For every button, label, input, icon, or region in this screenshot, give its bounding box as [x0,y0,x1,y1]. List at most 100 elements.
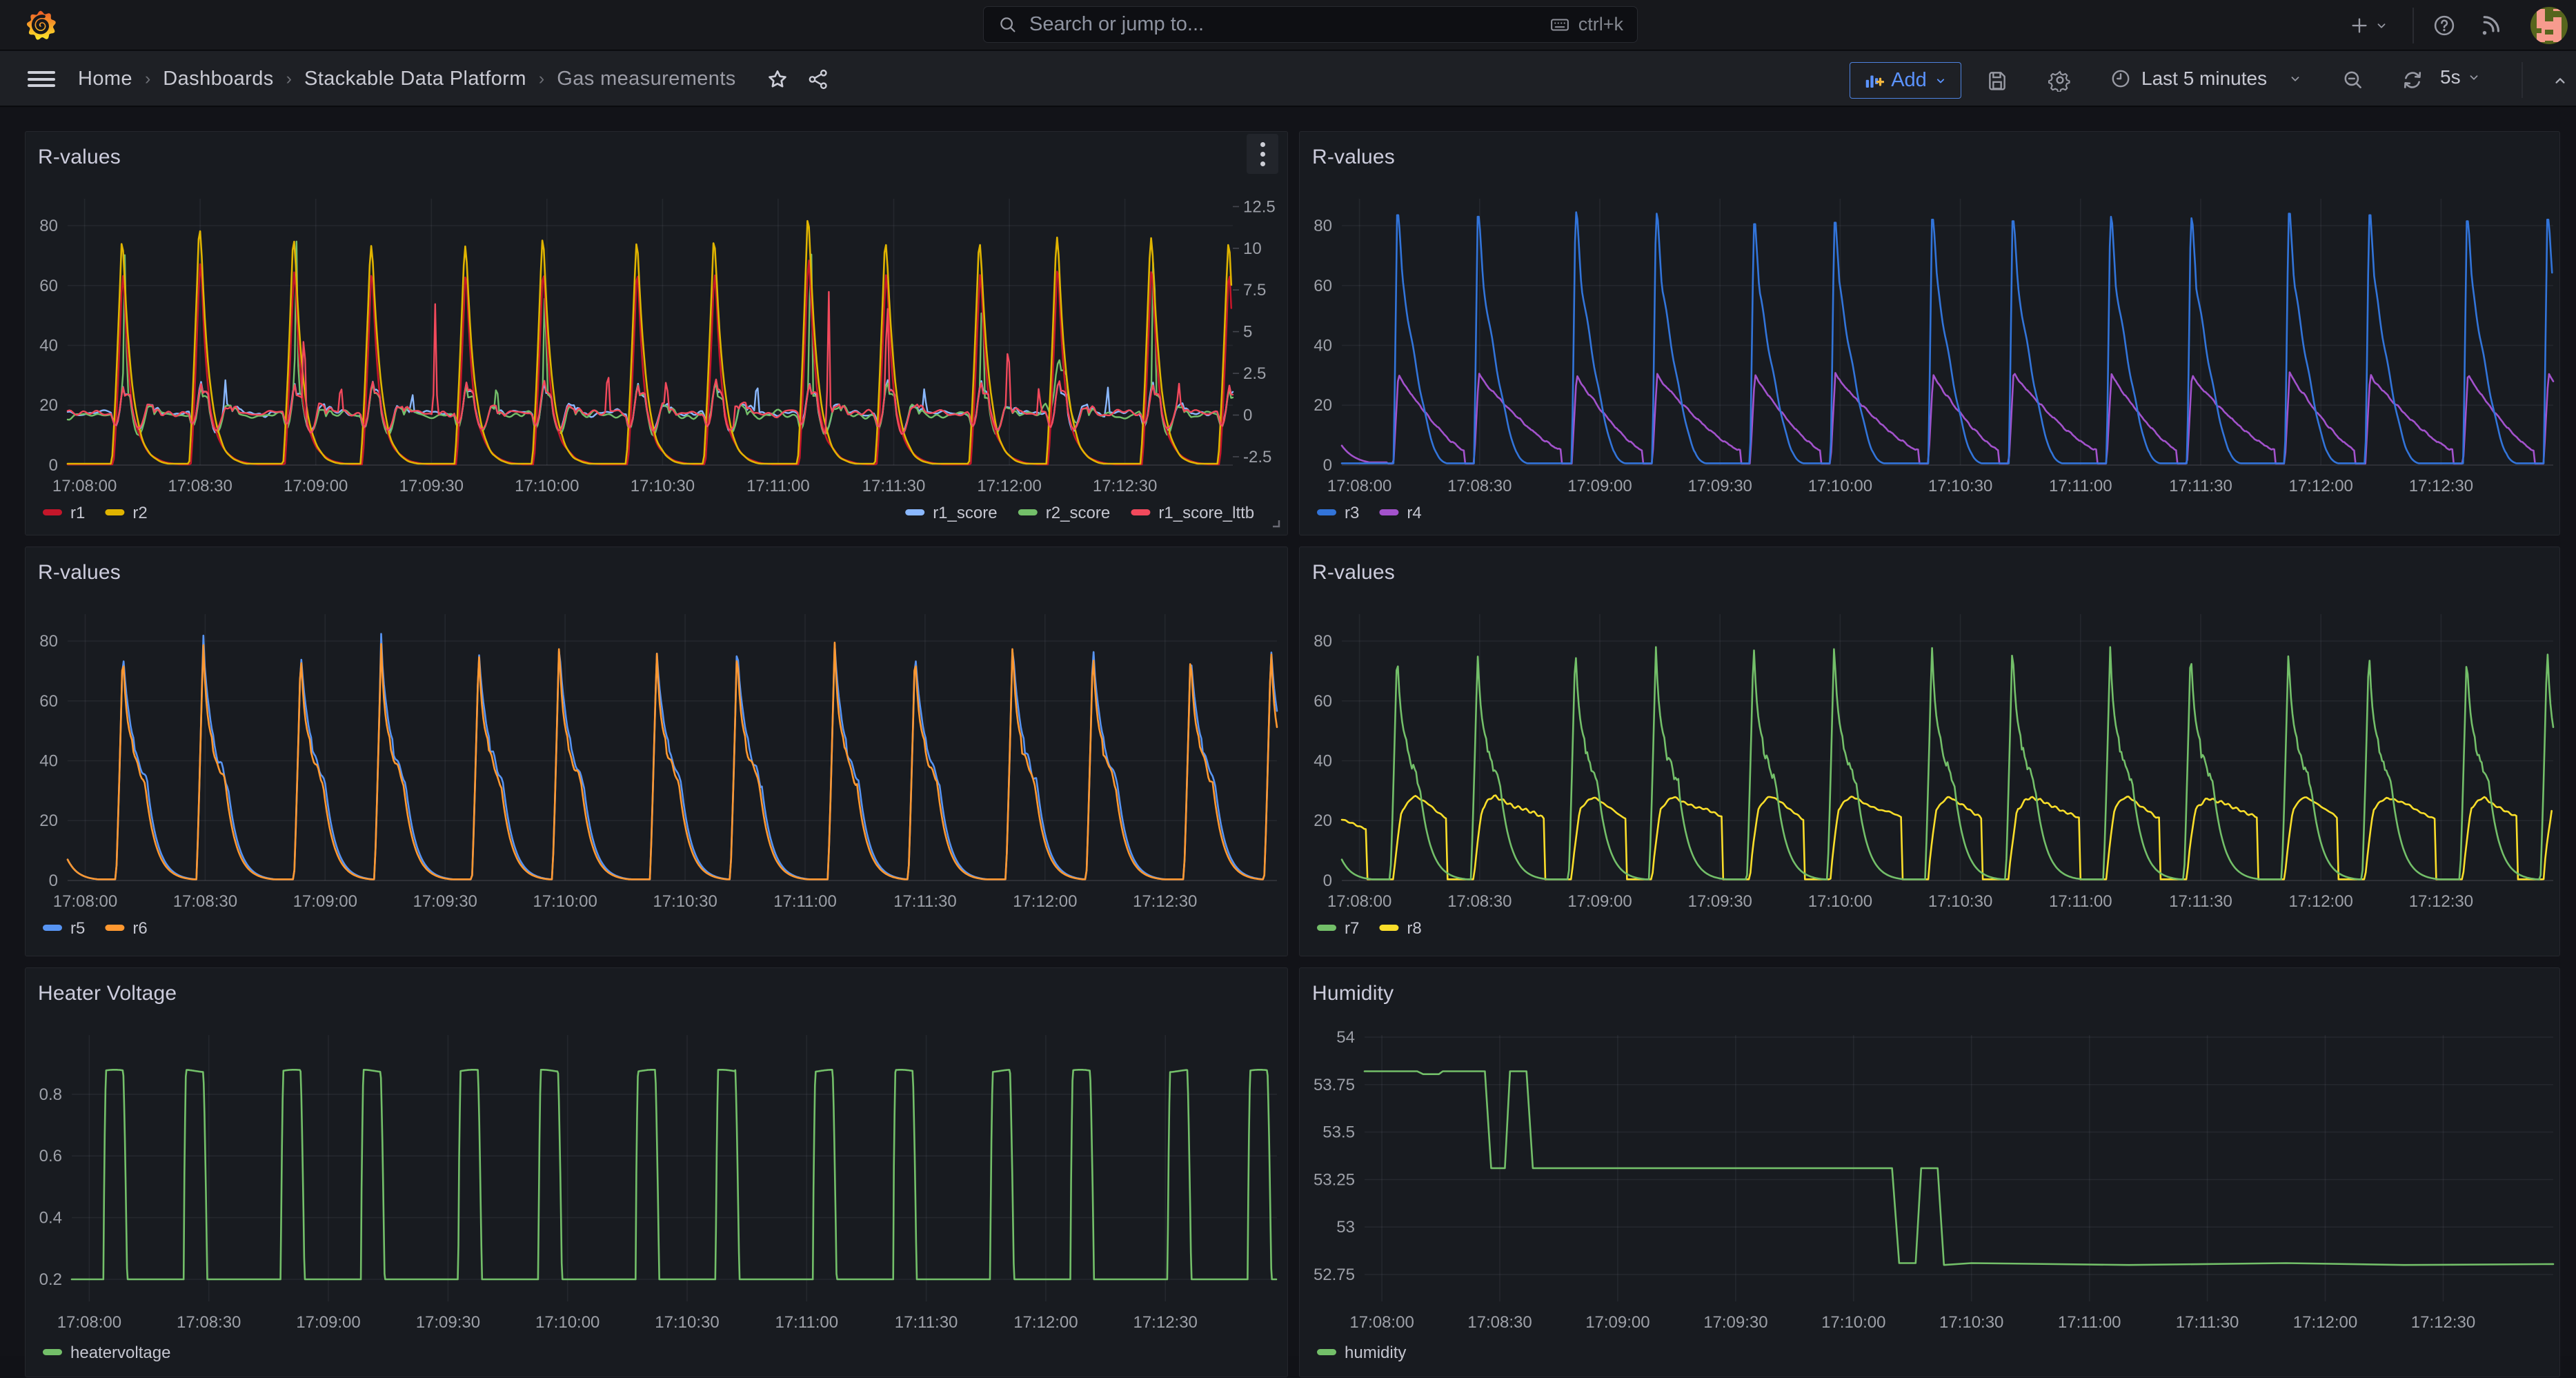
svg-text:17:09:00: 17:09:00 [1567,477,1632,495]
svg-text:17:10:00: 17:10:00 [535,1313,600,1332]
svg-text:60: 60 [39,692,58,711]
svg-text:17:10:00: 17:10:00 [1808,477,1872,495]
svg-text:60: 60 [1314,277,1332,295]
svg-text:17:08:00: 17:08:00 [1327,477,1391,495]
svg-text:17:12:00: 17:12:00 [2288,477,2352,495]
svg-text:17:09:30: 17:09:30 [1687,892,1752,911]
svg-text:20: 20 [39,396,58,415]
svg-text:20: 20 [1314,396,1332,415]
svg-text:17:12:00: 17:12:00 [2288,892,2352,911]
svg-text:17:08:30: 17:08:30 [1447,477,1512,495]
svg-text:heatervoltage: heatervoltage [70,1343,170,1362]
svg-text:40: 40 [1314,337,1332,355]
svg-text:17:08:30: 17:08:30 [168,477,232,495]
svg-text:0: 0 [49,872,58,890]
svg-text:17:08:00: 17:08:00 [1327,892,1391,911]
svg-text:17:12:30: 17:12:30 [2409,477,2473,495]
svg-text:10: 10 [1243,239,1262,258]
svg-text:0.2: 0.2 [39,1270,62,1289]
svg-text:17:09:00: 17:09:00 [296,1313,360,1332]
svg-text:0.8: 0.8 [39,1085,62,1104]
svg-text:17:08:30: 17:08:30 [1447,892,1512,911]
svg-text:7.5: 7.5 [1243,281,1266,299]
svg-text:40: 40 [39,752,58,771]
svg-text:r2: r2 [132,504,147,522]
svg-text:17:08:30: 17:08:30 [177,1313,241,1332]
svg-text:17:09:30: 17:09:30 [399,477,464,495]
svg-text:53.5: 53.5 [1322,1123,1355,1142]
svg-text:2.5: 2.5 [1243,364,1266,383]
svg-text:17:11:00: 17:11:00 [746,477,810,495]
svg-text:17:08:00: 17:08:00 [57,1313,121,1332]
svg-text:17:12:30: 17:12:30 [2409,892,2473,911]
svg-text:humidity: humidity [1345,1343,1406,1362]
svg-text:17:11:00: 17:11:00 [775,1313,838,1332]
svg-text:r3: r3 [1345,504,1359,522]
svg-text:60: 60 [1314,692,1332,711]
svg-text:17:10:30: 17:10:30 [655,1313,719,1332]
svg-text:5: 5 [1243,323,1252,342]
svg-text:17:10:00: 17:10:00 [1808,892,1872,911]
svg-text:r1: r1 [70,504,85,522]
svg-text:17:12:30: 17:12:30 [2411,1313,2475,1332]
svg-text:17:09:00: 17:09:00 [1567,892,1632,911]
svg-text:-2.5: -2.5 [1243,448,1271,466]
svg-text:80: 80 [39,217,58,235]
svg-text:0: 0 [49,456,58,475]
svg-text:r4: r4 [1407,504,1421,522]
svg-text:17:12:00: 17:12:00 [1013,1313,1078,1332]
svg-text:r8: r8 [1407,919,1421,938]
svg-text:40: 40 [1314,752,1332,771]
svg-text:17:09:00: 17:09:00 [1585,1313,1649,1332]
svg-text:40: 40 [39,337,58,355]
svg-text:0: 0 [1323,456,1332,475]
svg-text:17:09:30: 17:09:30 [1703,1313,1767,1332]
svg-text:53.75: 53.75 [1314,1076,1355,1094]
svg-text:53.25: 53.25 [1314,1170,1355,1189]
svg-text:17:09:00: 17:09:00 [284,477,348,495]
svg-text:r1_score_lttb: r1_score_lttb [1158,504,1254,522]
svg-text:17:11:00: 17:11:00 [773,892,837,911]
svg-text:17:12:30: 17:12:30 [1133,892,1197,911]
svg-text:20: 20 [39,811,58,830]
svg-text:17:09:30: 17:09:30 [1687,477,1752,495]
svg-text:r2_score: r2_score [1046,504,1110,522]
svg-text:r7: r7 [1345,919,1359,938]
svg-text:17:11:30: 17:11:30 [893,892,957,911]
svg-text:17:11:00: 17:11:00 [2058,1313,2121,1332]
svg-text:17:09:00: 17:09:00 [293,892,357,911]
svg-text:60: 60 [39,277,58,295]
svg-text:17:10:30: 17:10:30 [1939,1313,2003,1332]
svg-text:0.4: 0.4 [39,1209,62,1228]
svg-text:17:11:00: 17:11:00 [2049,892,2112,911]
svg-text:r6: r6 [132,919,147,938]
svg-text:17:08:00: 17:08:00 [53,892,117,911]
svg-text:r5: r5 [70,919,85,938]
svg-text:17:11:00: 17:11:00 [2049,477,2112,495]
svg-text:17:08:30: 17:08:30 [173,892,237,911]
svg-text:17:10:30: 17:10:30 [653,892,717,911]
svg-text:17:12:30: 17:12:30 [1133,1313,1197,1332]
svg-text:17:10:00: 17:10:00 [533,892,597,911]
svg-text:17:11:30: 17:11:30 [2176,1313,2239,1332]
svg-text:17:11:30: 17:11:30 [862,477,926,495]
svg-text:17:10:30: 17:10:30 [1928,892,1992,911]
svg-text:17:11:30: 17:11:30 [2169,477,2232,495]
svg-text:0: 0 [1323,872,1332,890]
svg-text:80: 80 [39,632,58,651]
svg-text:20: 20 [1314,811,1332,830]
svg-text:80: 80 [1314,217,1332,235]
svg-text:17:09:30: 17:09:30 [413,892,477,911]
svg-text:17:12:00: 17:12:00 [2293,1313,2357,1332]
svg-text:r1_score: r1_score [933,504,997,522]
svg-text:0.6: 0.6 [39,1147,62,1165]
svg-text:17:12:00: 17:12:00 [1013,892,1077,911]
svg-text:53: 53 [1336,1218,1355,1237]
svg-text:52.75: 52.75 [1314,1266,1355,1284]
svg-text:17:10:00: 17:10:00 [1821,1313,1885,1332]
svg-text:17:11:30: 17:11:30 [2169,892,2232,911]
svg-text:80: 80 [1314,632,1332,651]
svg-text:17:08:00: 17:08:00 [52,477,117,495]
svg-text:17:08:30: 17:08:30 [1467,1313,1532,1332]
svg-text:17:11:30: 17:11:30 [895,1313,958,1332]
